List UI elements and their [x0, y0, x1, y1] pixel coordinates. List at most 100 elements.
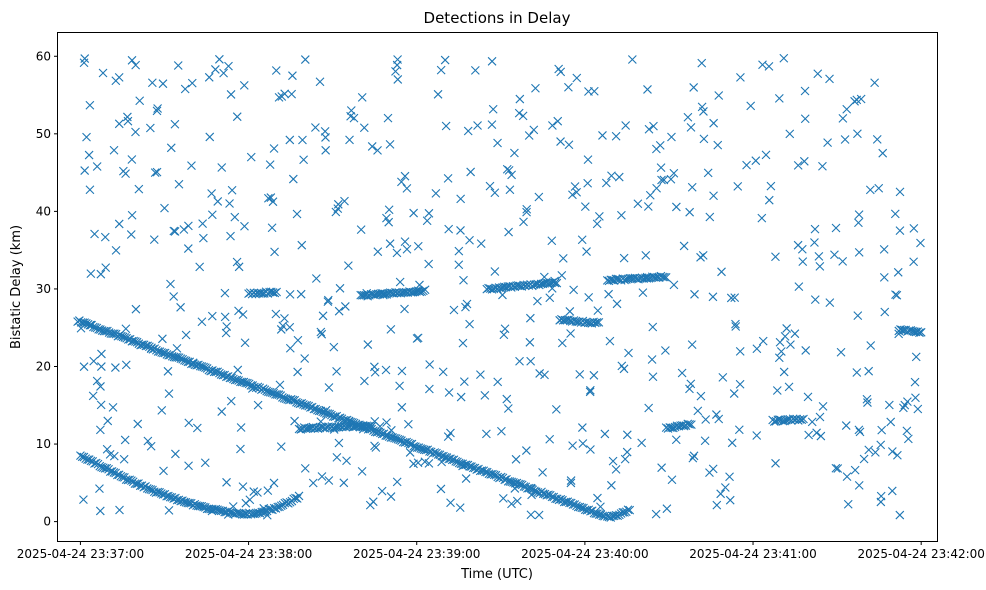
data-point-marker — [461, 302, 470, 312]
data-point-marker — [92, 162, 102, 171]
data-point-marker — [348, 422, 358, 432]
data-point-marker — [689, 451, 699, 461]
data-point-marker — [436, 65, 446, 75]
data-point-marker — [198, 219, 208, 229]
data-point-marker — [160, 203, 169, 213]
data-point-marker — [490, 188, 500, 198]
data-point-marker — [709, 118, 719, 128]
data-point-marker — [265, 160, 275, 170]
data-point-marker — [872, 135, 882, 144]
data-point-marker — [164, 350, 174, 360]
data-point-marker — [677, 368, 687, 378]
data-point-marker — [80, 166, 90, 175]
data-point-marker — [614, 172, 624, 182]
data-point-marker — [771, 252, 780, 262]
data-point-marker — [671, 435, 681, 445]
data-point-marker — [862, 394, 872, 404]
data-point-marker — [285, 343, 295, 353]
data-point-marker — [606, 480, 616, 490]
data-point-marker — [340, 196, 349, 206]
data-point-marker — [892, 290, 902, 300]
data-point-marker — [594, 317, 604, 327]
data-point-marker — [400, 438, 410, 447]
data-point-marker — [577, 235, 587, 245]
data-point-marker — [419, 445, 429, 455]
data-point-marker — [476, 239, 486, 249]
data-point-marker — [197, 317, 207, 327]
data-point-marker — [910, 377, 920, 387]
data-point-marker — [267, 223, 277, 233]
data-point-marker — [801, 346, 811, 355]
data-point-marker — [647, 355, 657, 364]
data-point-marker — [183, 498, 193, 508]
data-point-marker — [371, 289, 381, 299]
data-point-marker — [264, 387, 273, 397]
data-point-marker — [803, 392, 813, 402]
data-point-marker — [162, 491, 172, 501]
data-point-marker — [131, 127, 140, 137]
data-point-marker — [625, 505, 635, 515]
data-point-marker — [712, 500, 722, 510]
data-point-marker — [509, 478, 518, 487]
data-point-marker — [713, 140, 723, 150]
data-point-marker — [887, 447, 897, 456]
data-point-marker — [683, 112, 693, 122]
x-tick-label: 2025-04-24 23:40:00 — [521, 547, 648, 561]
data-point-marker — [666, 174, 676, 184]
data-point-marker — [415, 280, 424, 290]
data-point-marker — [522, 204, 532, 214]
data-point-marker — [503, 404, 513, 413]
data-point-marker — [512, 496, 522, 506]
data-point-marker — [313, 405, 322, 415]
data-point-marker — [524, 131, 534, 140]
data-point-marker — [187, 161, 196, 171]
data-point-marker — [621, 121, 631, 130]
data-point-marker — [485, 181, 495, 191]
data-point-marker — [134, 184, 144, 194]
data-point-marker — [78, 318, 88, 328]
data-point-marker — [424, 208, 434, 218]
data-point-marker — [538, 467, 547, 477]
data-point-marker — [584, 293, 594, 302]
data-point-marker — [264, 504, 274, 514]
data-point-marker — [735, 346, 745, 356]
data-point-marker — [225, 199, 234, 208]
data-point-marker — [392, 248, 402, 258]
data-point-marker — [652, 183, 661, 193]
data-point-marker — [81, 454, 91, 464]
data-point-marker — [141, 341, 151, 351]
data-point-marker — [667, 132, 676, 142]
data-point-marker — [605, 336, 615, 346]
data-point-marker — [895, 187, 905, 197]
data-point-marker — [514, 479, 524, 489]
data-point-marker — [799, 156, 809, 166]
data-point-marker — [181, 356, 191, 366]
data-point-marker — [853, 311, 863, 321]
data-point-marker — [831, 223, 841, 233]
data-point-marker — [86, 269, 96, 278]
data-point-marker — [911, 393, 920, 403]
data-point-marker — [690, 289, 699, 299]
data-point-marker — [84, 150, 94, 160]
data-point-marker — [580, 202, 590, 211]
data-point-marker — [795, 415, 805, 424]
data-point-marker — [543, 278, 553, 288]
data-point-marker — [527, 490, 536, 500]
data-point-marker — [823, 138, 832, 148]
y-axis-label: Bistatic Delay (km) — [9, 225, 24, 349]
data-point-marker — [498, 283, 507, 292]
data-point-marker — [564, 140, 574, 150]
data-point-marker — [233, 365, 243, 375]
data-point-marker — [82, 132, 91, 142]
data-point-marker — [658, 272, 668, 282]
data-point-marker — [187, 78, 197, 88]
data-point-marker — [382, 213, 391, 223]
data-point-marker — [644, 124, 654, 134]
data-point-marker — [386, 492, 396, 501]
data-point-marker — [100, 464, 110, 473]
data-point-marker — [318, 311, 328, 321]
data-point-marker — [648, 322, 658, 332]
data-point-marker — [651, 509, 661, 519]
data-point-marker — [810, 224, 820, 234]
data-point-marker — [195, 501, 205, 511]
